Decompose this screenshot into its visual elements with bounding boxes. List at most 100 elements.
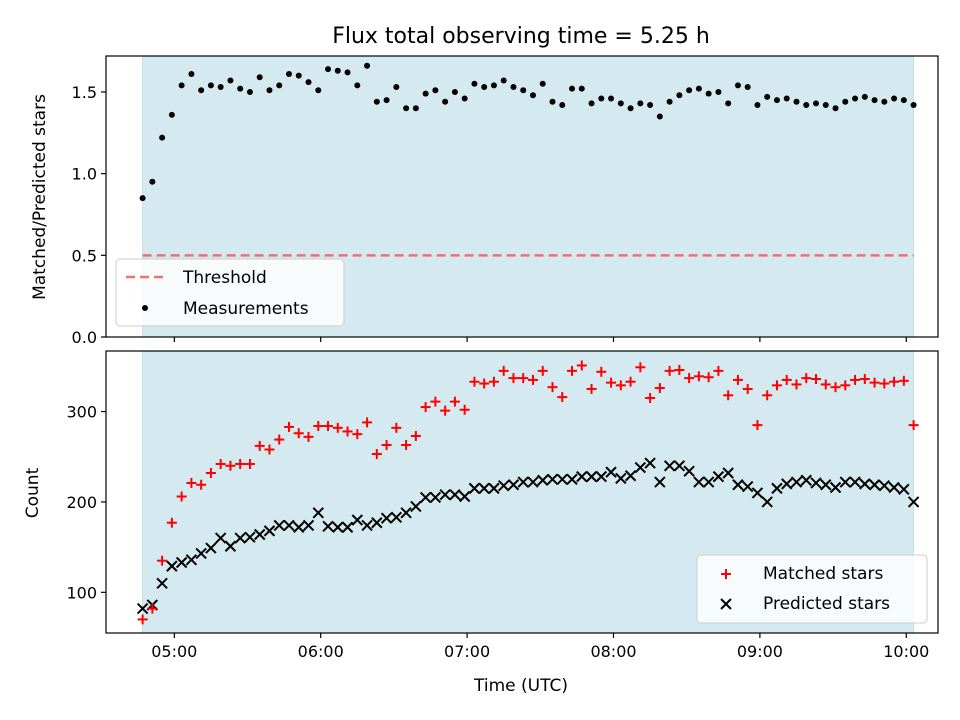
measurement-point — [588, 100, 595, 107]
predicted-star-point — [390, 511, 403, 524]
matched-star-point — [596, 366, 607, 377]
predicted-star-point — [410, 500, 422, 513]
measurement-point — [598, 95, 605, 102]
measurement-point — [871, 97, 878, 104]
predicted-star-point — [156, 577, 168, 589]
bottom-y-axis-label: Count — [23, 467, 43, 518]
measurement-point — [783, 95, 790, 102]
measurement-point — [705, 90, 712, 97]
matched-star-point — [820, 379, 831, 390]
matched-star-point — [771, 380, 782, 391]
bottom-plot: 100 200 300 05:00 06:00 07:00 08:00 09:00 10:00… — [23, 350, 939, 696]
predicted-star-point — [478, 482, 490, 495]
y-tick-label: 300 — [66, 403, 97, 422]
predicted-star-point — [293, 521, 305, 533]
matched-star-point — [362, 417, 373, 428]
matched-star-point — [215, 458, 226, 469]
predicted-star-point — [644, 457, 656, 469]
matched-star-point — [401, 440, 412, 450]
y-tick-label: 100 — [66, 583, 97, 602]
measurement-point — [891, 95, 898, 102]
matched-star-point — [723, 390, 734, 401]
predicted-star-point — [595, 470, 608, 483]
matched-star-point — [635, 362, 646, 373]
matched-star-point — [811, 374, 822, 385]
matched-star-point — [908, 420, 919, 431]
matched-star-point — [830, 382, 841, 393]
predicted-star-point — [781, 478, 793, 490]
matched-star-point — [742, 383, 753, 394]
legend-measurements-label: Measurements — [183, 299, 309, 319]
measurement-point — [569, 85, 576, 92]
predicted-star-point — [810, 477, 822, 489]
predicted-star-point — [878, 479, 891, 492]
matched-star-point — [196, 479, 207, 490]
measurement-point — [754, 102, 761, 109]
matched-star-point — [889, 376, 900, 387]
measurement-point — [217, 84, 224, 91]
matched-star-point — [557, 392, 568, 403]
matched-star-point — [157, 555, 168, 566]
predicted-star-point — [546, 473, 559, 486]
predicted-star-point — [663, 460, 676, 472]
predicted-star-point — [136, 602, 149, 615]
predicted-star-point — [722, 467, 734, 479]
matched-star-point — [791, 379, 802, 390]
predicted-star-point — [449, 489, 461, 501]
measurement-point — [383, 97, 390, 104]
bottom-x-ticks: 05:00 06:00 07:00 08:00 09:00 10:00 — [151, 633, 929, 661]
measurement-point — [149, 178, 156, 185]
matched-star-point — [225, 460, 236, 471]
measurement-point — [617, 100, 624, 107]
predicted-star-point — [702, 476, 715, 488]
predicted-star-point — [771, 482, 783, 495]
measurement-point — [715, 88, 722, 95]
measurement-point — [168, 111, 175, 118]
measurement-point — [461, 95, 468, 102]
y-tick-label: 0.0 — [72, 328, 97, 347]
predicted-star-point — [214, 532, 227, 544]
measurement-point — [647, 102, 654, 109]
matched-star-point — [850, 374, 861, 385]
predicted-star-point — [537, 474, 549, 486]
measurement-point — [266, 87, 273, 94]
matched-star-point — [332, 422, 343, 433]
predicted-points — [136, 457, 920, 615]
legend-predicted-label: Predicted stars — [763, 594, 890, 614]
predicted-star-point — [468, 482, 481, 495]
matched-star-point — [654, 383, 665, 394]
measurement-point — [295, 72, 302, 79]
measurement-point — [813, 100, 820, 107]
predicted-star-point — [517, 476, 529, 488]
predicted-star-point — [888, 481, 900, 494]
top-y-axis-label: Matched/Predicted stars — [30, 94, 50, 300]
predicted-star-point — [341, 521, 354, 533]
measurement-point — [227, 77, 234, 84]
matched-star-point — [440, 405, 451, 416]
chart-title: Flux total observing time = 5.25 h — [332, 24, 710, 49]
bottom-legend-box — [696, 554, 928, 624]
measurement-point — [529, 92, 536, 99]
predicted-star-point — [654, 476, 666, 488]
matched-star-point — [781, 374, 792, 385]
predicted-star-point — [556, 473, 568, 486]
measurement-point — [422, 90, 429, 97]
measurement-point — [500, 77, 507, 84]
measurement-point — [412, 105, 419, 112]
top-legend-box — [115, 258, 345, 327]
bottom-legend: Matched stars Predicted stars — [696, 554, 928, 624]
predicted-star-point — [868, 479, 881, 491]
measurement-point — [578, 85, 585, 92]
matched-star-point — [684, 373, 695, 384]
y-tick-label: 1.0 — [72, 165, 97, 184]
legend-matched-swatch — [721, 569, 731, 579]
y-tick-label: 1.5 — [72, 83, 97, 102]
measurement-point — [773, 97, 780, 104]
matched-star-point — [303, 431, 314, 442]
predicted-star-point — [400, 507, 412, 519]
predicted-star-point — [693, 476, 705, 488]
measurement-point — [285, 70, 292, 77]
measurement-point — [188, 70, 195, 77]
matched-star-point — [469, 376, 480, 387]
